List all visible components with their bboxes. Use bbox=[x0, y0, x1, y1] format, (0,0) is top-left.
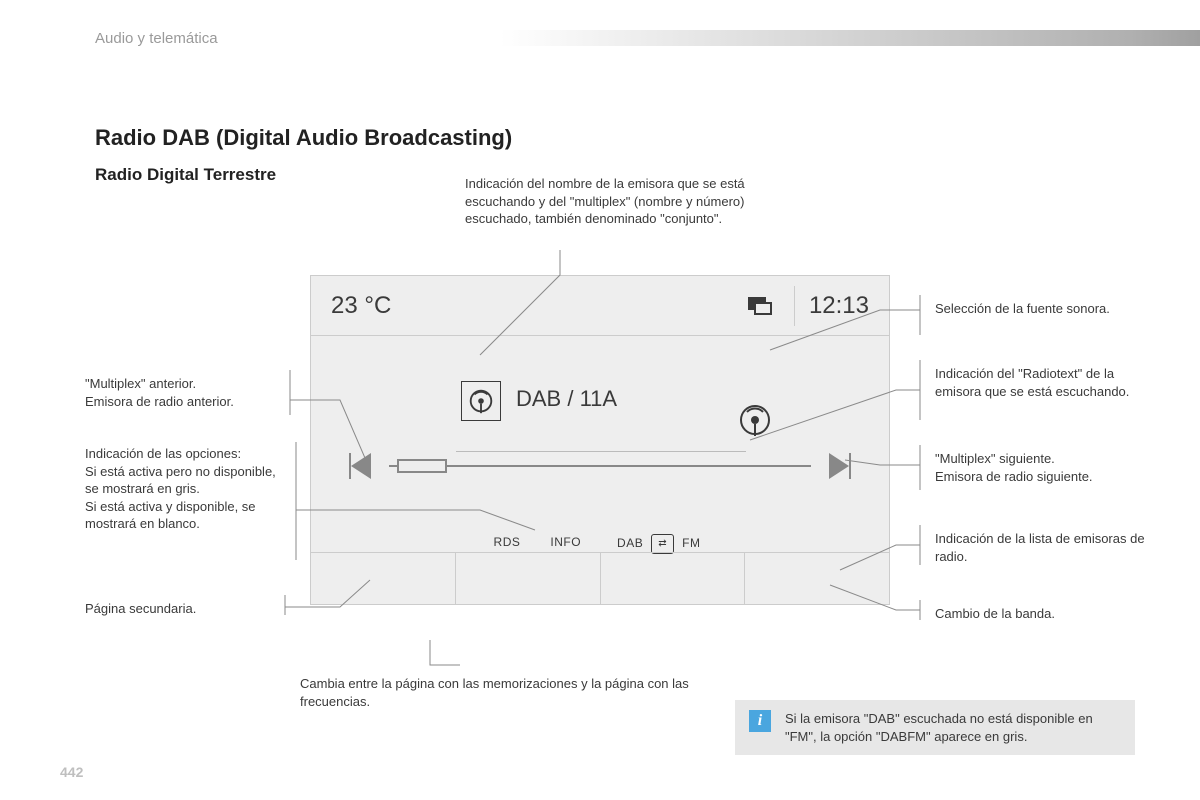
seek-bar bbox=[351, 451, 849, 481]
annot-bottom: Cambia entre la página con las memorizac… bbox=[300, 675, 700, 710]
info-icon: i bbox=[749, 710, 771, 732]
multiplex-label: DAB / 11A bbox=[516, 386, 617, 412]
annot-top: Indicación del nombre de la emisora que … bbox=[465, 175, 765, 228]
prev-station-button[interactable] bbox=[351, 453, 371, 479]
annot-options: Indicación de las opciones: Si está acti… bbox=[85, 445, 290, 533]
windows-icon[interactable] bbox=[748, 297, 772, 315]
page-title: Radio DAB (Digital Audio Broadcasting) bbox=[95, 125, 512, 151]
annot-secondary: Página secundaria. bbox=[85, 600, 285, 618]
annot-radiotext: Indicación del "Radiotext" de la emisora… bbox=[935, 365, 1145, 400]
tune-knob[interactable] bbox=[397, 459, 447, 473]
info-note: i Si la emisora "DAB" escuchada no está … bbox=[735, 700, 1135, 755]
bottom-segments bbox=[311, 552, 889, 604]
annot-next: "Multiplex" siguiente. Emisora de radio … bbox=[935, 450, 1145, 485]
annot-prev: "Multiplex" anterior. Emisora de radio a… bbox=[85, 375, 280, 410]
annot-list: Indicación de la lista de emisoras de ra… bbox=[935, 530, 1145, 565]
page-number: 442 bbox=[60, 764, 83, 780]
radio-mode-icon bbox=[461, 381, 501, 421]
info-text: Si la emisora "DAB" escuchada no está di… bbox=[785, 711, 1093, 744]
segment-2[interactable] bbox=[456, 553, 601, 604]
annot-band: Cambio de la banda. bbox=[935, 605, 1135, 623]
section-label: Audio y telemática bbox=[95, 30, 218, 47]
header-gradient bbox=[500, 30, 1200, 46]
segment-4[interactable] bbox=[745, 553, 889, 604]
segment-1[interactable] bbox=[311, 553, 456, 604]
annot-source: Selección de la fuente sonora. bbox=[935, 300, 1135, 318]
clock-readout: 12:13 bbox=[809, 292, 869, 320]
radio-screen: 23 °C 12:13 DAB / 11A bbox=[310, 275, 890, 605]
tune-slider[interactable] bbox=[389, 465, 811, 467]
temperature-readout: 23 °C bbox=[331, 292, 391, 320]
source-select-icon[interactable] bbox=[736, 401, 774, 439]
next-station-button[interactable] bbox=[829, 453, 849, 479]
page-subtitle: Radio Digital Terrestre bbox=[95, 165, 276, 185]
segment-3[interactable] bbox=[601, 553, 746, 604]
screen-topbar: 23 °C 12:13 bbox=[311, 276, 889, 336]
